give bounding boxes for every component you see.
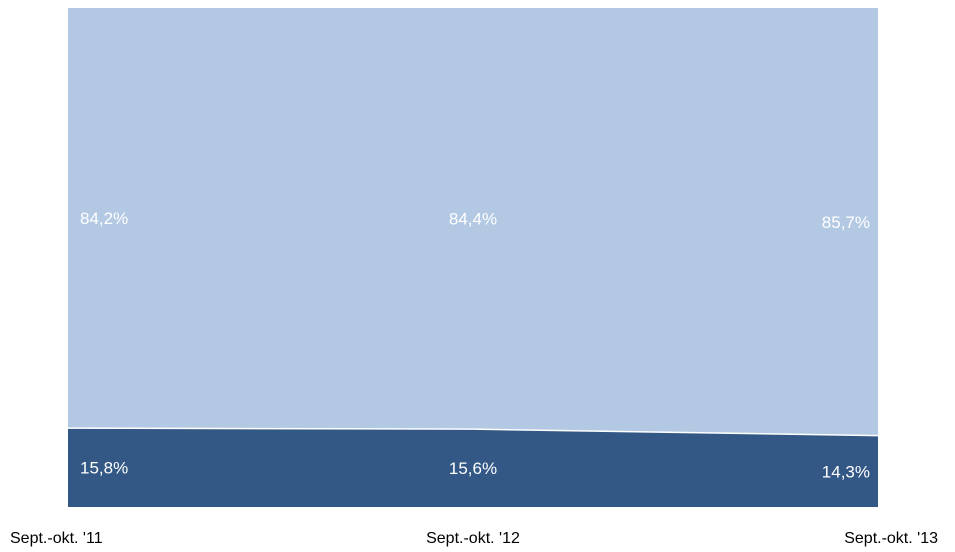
data-label: 84,4% — [449, 210, 497, 229]
x-tick-label: Sept.-okt. '13 — [844, 530, 938, 547]
data-label: 15,8% — [80, 459, 128, 478]
area-series-2 — [68, 8, 878, 436]
data-label: 84,2% — [80, 209, 128, 228]
area-series-1 — [68, 428, 878, 507]
series-boundary-line — [67, 427, 879, 437]
x-tick-label: Sept.-okt. '12 — [426, 530, 520, 547]
data-label: 15,6% — [449, 459, 497, 478]
data-label: 85,7% — [822, 213, 870, 232]
data-label: 14,3% — [822, 462, 870, 481]
x-tick-label: Sept.-okt. '11 — [10, 530, 103, 547]
